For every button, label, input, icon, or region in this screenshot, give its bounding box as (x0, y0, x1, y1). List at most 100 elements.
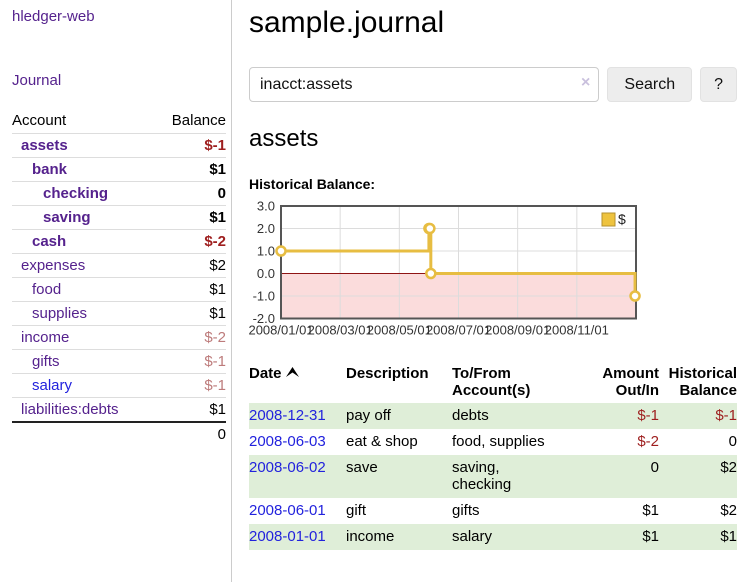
app-title-link[interactable]: hledger-web (12, 8, 95, 25)
svg-text:2008/11/01: 2008/11/01 (545, 323, 609, 338)
svg-text:-1.0: -1.0 (253, 289, 275, 304)
accounts-header-balance: Balance (153, 109, 226, 134)
main-content: sample.journal × Search ? assets Histori… (248, 0, 742, 550)
transaction-row: 2008-06-01 gift gifts $1 $2 (249, 498, 737, 524)
svg-text:2008/09/01: 2008/09/01 (485, 323, 550, 338)
help-button[interactable]: ? (700, 67, 737, 102)
transaction-amount: $-1 (637, 407, 659, 424)
accounts-balance-table: Account Balance assets $-1 bank $1 checking 0… (12, 109, 226, 446)
svg-text:2008/07/01: 2008/07/01 (426, 323, 491, 338)
account-link-expenses[interactable]: expenses (21, 257, 86, 274)
account-row: gifts $-1 (12, 350, 226, 374)
chart-title: Historical Balance: (249, 176, 376, 192)
transaction-balance: 0 (728, 433, 737, 450)
transaction-date-link[interactable]: 2008-06-01 (249, 502, 326, 519)
accounts-header-row: Account Balance (12, 109, 226, 134)
accounts-total-spacer (12, 421, 154, 446)
account-row: income $-2 (12, 326, 226, 350)
svg-text:0.0: 0.0 (257, 266, 275, 281)
account-link-salary[interactable]: salary (32, 377, 73, 394)
search-input-wrap: × (249, 67, 600, 102)
account-link-cash[interactable]: cash (32, 233, 67, 250)
search-input[interactable] (249, 67, 600, 102)
account-row: liabilities:debts $1 (12, 398, 226, 422)
transaction-row: 2008-06-03 eat & shop food, supplies $-2 0 (249, 429, 737, 455)
account-balance: $-1 (204, 137, 226, 154)
account-link-saving[interactable]: saving (43, 209, 91, 226)
column-header-to-from-account-s-: To/From Account(s) (452, 365, 531, 399)
svg-text:1.0: 1.0 (257, 244, 275, 259)
transaction-accounts: food, supplies (452, 433, 545, 450)
account-balance: $1 (209, 161, 226, 178)
historical-balance-chart: 3.0 2.0 1.0 0.0 -1.0 -2.0 2008/01/01 2008/03/01… (248, 199, 737, 346)
transaction-description: gift (346, 502, 367, 519)
account-balance: $-1 (204, 353, 226, 370)
svg-text:3.0: 3.0 (257, 199, 275, 214)
account-link-food[interactable]: food (32, 281, 62, 298)
transaction-balance: $2 (720, 502, 737, 519)
account-row: saving $1 (12, 206, 226, 230)
account-row: checking 0 (12, 182, 226, 206)
account-balance: $1 (209, 281, 226, 298)
account-row: salary $-1 (12, 374, 226, 398)
svg-text:-2.0: -2.0 (253, 311, 275, 326)
account-link-supplies[interactable]: supplies (32, 305, 88, 322)
transaction-description: pay off (346, 407, 391, 424)
register-header-row: Date Description To/From Account(s) Amount … (249, 363, 737, 403)
transaction-balance: $1 (720, 528, 737, 545)
transaction-description: eat & shop (346, 433, 418, 450)
account-balance: $-1 (204, 377, 226, 394)
search-button[interactable]: Search (607, 67, 693, 102)
account-balance: $-2 (204, 329, 226, 346)
clear-search-icon[interactable]: × (581, 74, 591, 91)
account-link-bank[interactable]: bank (32, 161, 68, 178)
balance-chart-svg: 3.0 2.0 1.0 0.0 -1.0 -2.02008/01/012008/03/01… (248, 199, 641, 338)
account-balance: 0 (217, 185, 226, 202)
account-link-checking[interactable]: checking (43, 185, 109, 202)
sidebar: hledger-web Journal Account Balance asse… (0, 0, 232, 582)
account-row: bank $1 (12, 158, 226, 182)
account-heading: assets (249, 125, 319, 152)
accounts-header-account: Account (12, 109, 154, 134)
transaction-amount: $-2 (637, 433, 659, 450)
transaction-description: save (346, 459, 378, 476)
transaction-row: 2008-06-02 save saving, checking 0 $2 (249, 455, 737, 498)
account-row: food $1 (12, 278, 226, 302)
accounts-total-row: 0 (12, 421, 226, 446)
transaction-date-link[interactable]: 2008-12-31 (249, 407, 326, 424)
svg-text:2008/01/01: 2008/01/01 (249, 323, 314, 338)
transaction-description: income (346, 528, 395, 545)
legend-swatch (601, 212, 616, 227)
transaction-row: 2008-01-01 income salary $1 $1 (249, 524, 737, 550)
transaction-accounts: salary (452, 528, 493, 545)
account-link-liabilities-debts[interactable]: liabilities:debts (21, 401, 119, 418)
transaction-row: 2008-12-31 pay off debts $-1 $-1 (249, 403, 737, 429)
account-balance: $-2 (204, 233, 226, 250)
account-link-gifts[interactable]: gifts (32, 353, 60, 370)
sidebar-item-journal[interactable]: Journal (12, 72, 62, 89)
account-balance: $1 (209, 209, 226, 226)
transaction-date-link[interactable]: 2008-06-03 (249, 433, 326, 450)
account-row: expenses $2 (12, 254, 226, 278)
account-link-income[interactable]: income (21, 329, 70, 346)
transaction-accounts: saving, checking (452, 459, 512, 493)
account-row: cash $-2 (12, 230, 226, 254)
column-header-amount-out-in: Amount Out/In (602, 365, 659, 399)
svg-text:2008/05/01: 2008/05/01 (367, 323, 432, 338)
account-link-assets[interactable]: assets (21, 137, 68, 154)
transaction-balance: $-1 (715, 407, 737, 424)
column-header-historical-balance: Historical Balance (668, 365, 737, 399)
search-bar: × Search ? (249, 67, 737, 102)
transaction-amount: 0 (650, 459, 659, 476)
transaction-date-link[interactable]: 2008-01-01 (249, 528, 326, 545)
accounts-total-value: 0 (153, 421, 226, 446)
svg-text:2.0: 2.0 (257, 221, 275, 236)
transaction-date-link[interactable]: 2008-06-02 (249, 459, 326, 476)
column-header-date[interactable]: Date (249, 363, 346, 403)
transaction-accounts: gifts (452, 502, 480, 519)
page-title: sample.journal (249, 6, 445, 39)
account-balance: $2 (209, 257, 226, 274)
account-row: assets $-1 (12, 134, 226, 158)
account-balance: $1 (209, 305, 226, 322)
